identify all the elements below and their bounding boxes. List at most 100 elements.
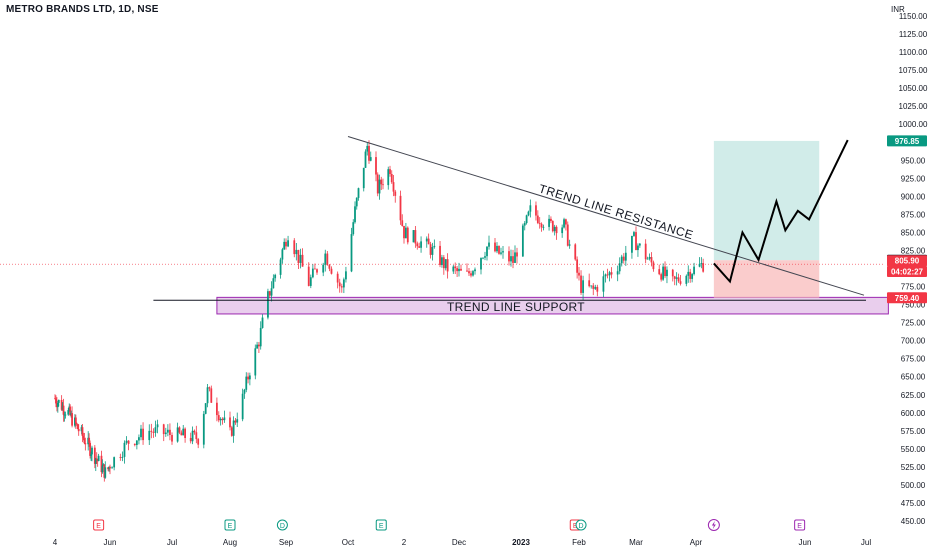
- candle-body: [330, 268, 333, 274]
- candle-body: [178, 427, 181, 433]
- candle-body: [254, 348, 257, 376]
- candle-body: [314, 268, 316, 270]
- candle-body: [193, 430, 196, 433]
- candle-body: [484, 256, 486, 258]
- candle-body: [660, 274, 663, 280]
- candle-body: [480, 258, 482, 270]
- support-zone: [216, 296, 889, 315]
- candle-body: [648, 257, 651, 259]
- candle-body: [399, 195, 402, 221]
- x-tick-label: Sep: [279, 538, 294, 547]
- candle-body: [268, 291, 271, 296]
- y-tick-label: 625.00: [901, 391, 926, 400]
- candle-body: [80, 427, 83, 432]
- candle-body: [548, 218, 550, 227]
- candle-body: [378, 179, 381, 194]
- candle-body: [88, 437, 91, 443]
- y-tick-label: 775.00: [901, 283, 926, 292]
- x-tick-label: Feb: [572, 538, 586, 547]
- candle-body: [698, 263, 701, 267]
- candle-body: [223, 417, 226, 421]
- candle-body: [202, 413, 205, 445]
- candle-body: [208, 387, 211, 389]
- candle-body: [295, 249, 298, 255]
- candle-body: [322, 264, 325, 273]
- candle-body: [523, 223, 526, 226]
- candle-body: [95, 458, 98, 460]
- candle-body: [380, 179, 383, 185]
- candle-body: [441, 257, 443, 265]
- candle-body: [394, 191, 397, 196]
- candle-body: [210, 388, 213, 403]
- price-label-text: 759.40: [895, 294, 920, 303]
- x-tick-label: Aug: [223, 538, 237, 547]
- candle-body: [241, 393, 244, 420]
- earnings-marker: [224, 519, 236, 531]
- candle-body: [338, 282, 341, 287]
- candle-body: [55, 403, 58, 408]
- candle-body: [184, 428, 186, 438]
- candle-body: [606, 274, 609, 276]
- candle-body: [97, 455, 100, 462]
- candle-body: [76, 424, 79, 430]
- candle-body: [93, 447, 96, 464]
- candle-body: [109, 466, 111, 469]
- candle-body: [566, 224, 569, 246]
- candle-body: [142, 428, 144, 441]
- candle-body: [454, 266, 457, 269]
- y-tick-label: 500.00: [901, 481, 926, 490]
- candle-body: [247, 376, 249, 380]
- candle-body: [96, 459, 99, 462]
- candle-body: [427, 238, 430, 245]
- candle-body: [63, 414, 66, 416]
- candle-body: [104, 467, 107, 478]
- candle-body: [442, 257, 445, 269]
- candle-body: [311, 268, 314, 278]
- candle-body: [166, 429, 169, 433]
- y-tick-label: 825.00: [901, 246, 926, 255]
- candle-body: [259, 327, 262, 347]
- candle-body: [390, 173, 393, 183]
- price-label-box: [887, 266, 927, 277]
- y-tick-label: 450.00: [901, 517, 926, 526]
- candle-body: [646, 258, 649, 260]
- projection-path: [713, 139, 849, 284]
- candle-body: [472, 271, 474, 276]
- candle-body: [592, 285, 595, 289]
- candle-body: [274, 274, 277, 279]
- candle-body: [90, 454, 92, 456]
- candle-body: [279, 259, 282, 275]
- candle-body: [272, 278, 275, 289]
- candle-body: [301, 254, 304, 267]
- candle-body: [309, 277, 312, 286]
- annotation-zones: [0, 140, 889, 315]
- x-tick-label: Jul: [861, 538, 871, 547]
- y-tick-label: 1025.00: [899, 102, 928, 111]
- candle-body: [452, 266, 455, 272]
- candle-body: [342, 279, 345, 288]
- candle-body: [64, 414, 67, 416]
- earnings-marker-letter: E: [379, 523, 384, 530]
- candle-body: [127, 440, 130, 444]
- candle-body: [77, 429, 80, 432]
- earnings-marker: [93, 519, 105, 531]
- candle-body: [568, 244, 571, 246]
- y-tick-label: 850.00: [901, 228, 926, 237]
- candle-body: [162, 424, 165, 435]
- candle-body: [444, 259, 447, 269]
- candle-body: [602, 276, 605, 292]
- price-label-box: [887, 292, 927, 304]
- candle-body: [316, 269, 318, 273]
- candle-body: [382, 184, 384, 186]
- candle-body: [62, 405, 65, 415]
- time-axis[interactable]: 4 Jun Jul Aug Sep Oct 2 Dec 2023 Feb Mar Apr Jun Jul: [53, 538, 872, 547]
- candle-body: [425, 238, 428, 242]
- candle-body: [107, 467, 110, 470]
- candle-body: [502, 251, 504, 253]
- candle-body: [261, 317, 264, 328]
- candle-body: [197, 439, 200, 445]
- candle-body: [588, 280, 591, 287]
- x-tick-label: Mar: [629, 538, 643, 547]
- candle-body: [307, 266, 310, 286]
